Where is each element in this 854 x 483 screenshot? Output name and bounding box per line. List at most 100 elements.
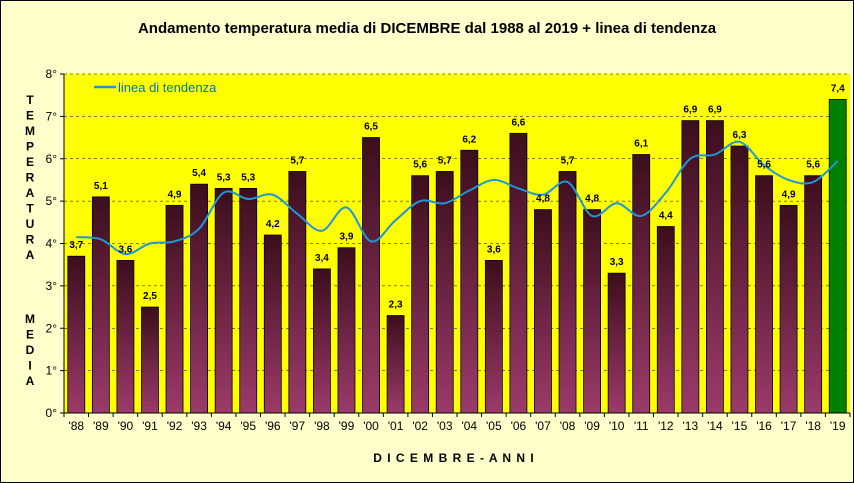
trend-line-group <box>76 140 839 256</box>
bar <box>730 145 749 414</box>
y-axis-label-letter: T <box>26 93 34 107</box>
bar <box>656 226 675 414</box>
bar <box>239 188 258 414</box>
y-axis-label-letter: M <box>25 312 35 326</box>
y-axis-label-letter: T <box>26 202 34 216</box>
x-tick-label: '92 <box>167 419 183 433</box>
data-label: 6,5 <box>364 122 378 133</box>
bar <box>337 247 356 414</box>
data-label: 5,6 <box>806 160 820 171</box>
bar <box>214 188 233 414</box>
x-tick-label: '99 <box>339 419 355 433</box>
data-label: 5,7 <box>561 155 575 166</box>
y-axis-label-letter: U <box>26 217 35 231</box>
y-axis-label-letter: R <box>26 171 35 185</box>
x-tick-label: '11 <box>634 419 649 433</box>
x-tick-label: '04 <box>461 419 477 433</box>
x-tick-label: '08 <box>560 419 576 433</box>
y-axis-label-letter: E <box>26 109 34 123</box>
data-label: 4,9 <box>168 189 182 200</box>
x-tick-label: '10 <box>609 419 625 433</box>
axes <box>60 73 851 417</box>
data-label: 3,6 <box>118 244 132 255</box>
bar <box>386 315 405 414</box>
x-tick-label: '16 <box>756 419 772 433</box>
data-label: 5,6 <box>413 160 427 171</box>
bar <box>141 306 159 414</box>
y-axis-label-letter: I <box>28 359 31 373</box>
bar <box>534 209 552 414</box>
y-tick-label: 3° <box>46 279 58 293</box>
data-label: 2,5 <box>143 291 157 302</box>
y-tick-label: 6° <box>46 152 58 166</box>
bar <box>116 260 135 414</box>
data-label: 6,2 <box>462 134 476 145</box>
data-label: 6,9 <box>683 105 697 116</box>
y-axis-label-letter: P <box>26 140 34 154</box>
x-tick-label: '12 <box>658 419 674 433</box>
data-label: 4,8 <box>536 194 550 205</box>
x-tick-label: '94 <box>216 419 232 433</box>
data-label: 3,7 <box>69 240 83 251</box>
x-tick-labels: '88 '89 '90 '91 '92 '93 '94 '95 '96 '97 '98 '99 '00 '… <box>68 419 845 433</box>
x-tick-label: '15 <box>732 419 748 433</box>
data-label: 4,2 <box>266 219 280 230</box>
bar <box>67 255 86 414</box>
y-tick-label: 4° <box>46 237 58 251</box>
data-label: 4,8 <box>585 194 599 205</box>
x-tick-label: '05 <box>486 419 502 433</box>
bar <box>190 183 208 414</box>
x-tick-label: '19 <box>830 419 846 433</box>
x-tick-label: '93 <box>191 419 207 433</box>
legend-label: linea di tendenza <box>118 80 217 95</box>
data-label: 5,1 <box>94 181 108 192</box>
data-label: 4,4 <box>659 211 673 222</box>
data-label: 6,9 <box>708 105 722 116</box>
data-label: 6,1 <box>634 139 648 150</box>
y-tick-label: 1° <box>46 364 58 378</box>
x-tick-label: '97 <box>290 419 306 433</box>
bar <box>779 204 798 414</box>
bar <box>484 260 503 414</box>
x-tick-label: '01 <box>388 419 404 433</box>
y-axis-label-letter: E <box>26 155 34 169</box>
data-label: 3,6 <box>487 244 501 255</box>
data-label: 4,9 <box>782 189 796 200</box>
x-tick-label: '88 <box>68 419 84 433</box>
data-label: 6,6 <box>511 117 525 128</box>
x-tick-label: '13 <box>683 419 699 433</box>
x-tick-label: '07 <box>535 419 551 433</box>
data-label: 5,7 <box>438 155 452 166</box>
data-label: 3,3 <box>610 257 624 268</box>
y-tick-labels: 0° 1° 2° 3° 4° 5° 6° 7° 8° <box>46 67 58 420</box>
x-tick-label: '00 <box>363 419 379 433</box>
bar <box>91 196 110 414</box>
y-axis-label-letter: A <box>26 248 35 262</box>
bars <box>67 99 847 414</box>
bar <box>828 99 847 414</box>
x-tick-label: '06 <box>511 419 527 433</box>
x-tick-label: '91 <box>142 419 158 433</box>
y-tick-label: 2° <box>46 321 58 335</box>
bar <box>632 154 651 414</box>
chart-title: Andamento temperatura media di DICEMBRE … <box>138 20 717 37</box>
data-label: 5,3 <box>241 172 255 183</box>
y-axis-label-letter: A <box>26 186 35 200</box>
x-tick-label: '96 <box>265 419 281 433</box>
legend: linea di tendenza <box>94 80 217 95</box>
y-axis-label-letter: D <box>26 343 35 357</box>
bar <box>313 268 331 414</box>
data-label: 3,9 <box>340 232 354 243</box>
data-label: 5,6 <box>757 160 771 171</box>
x-tick-label: '89 <box>93 419 109 433</box>
data-label: 6,3 <box>733 130 747 141</box>
x-tick-label: '03 <box>437 419 453 433</box>
y-tick-label: 8° <box>46 67 58 81</box>
bar <box>706 120 724 414</box>
bar <box>755 175 773 414</box>
x-tick-label: '98 <box>314 419 330 433</box>
data-label: 3,4 <box>315 253 329 264</box>
x-tick-label: '95 <box>240 419 256 433</box>
x-axis-label: D I C E M B R E - A N N I <box>373 451 534 465</box>
